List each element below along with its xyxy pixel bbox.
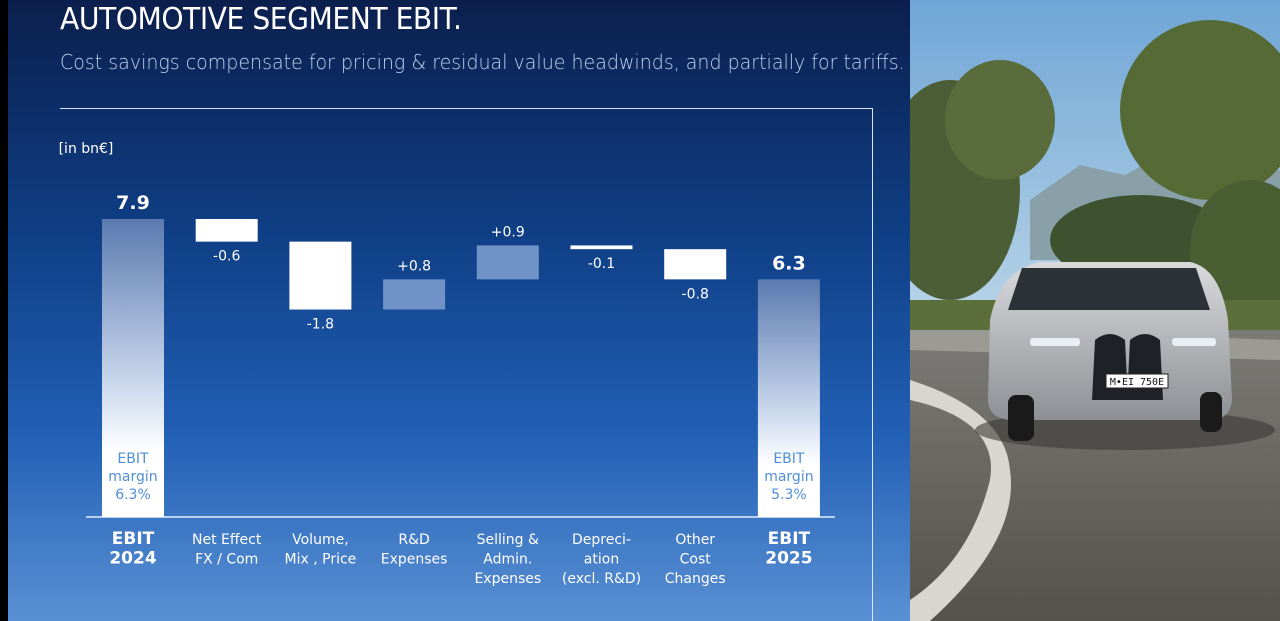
category-label-5-2: (excl. R&D)	[562, 571, 641, 587]
category-label-5-0: Depreci-	[572, 532, 631, 548]
category-label-1-1: FX / Com	[195, 552, 258, 568]
category-label-2-0: Volume,	[292, 532, 349, 548]
bar-delta-3	[383, 279, 446, 310]
data-label-6: -0.8	[682, 286, 709, 302]
category-label-2-1: Mix , Price	[285, 552, 357, 568]
category-label-3-0: R&D	[398, 532, 429, 548]
bar-delta-6	[664, 249, 727, 280]
data-label-2: -1.8	[307, 317, 334, 333]
category-label-0-1: 2024	[109, 549, 156, 569]
ebit-margin-note-7-1: margin	[764, 469, 813, 485]
category-label-4-0: Selling &	[477, 532, 539, 548]
license-plate-text: M•EI 750E	[1110, 377, 1164, 388]
bar-total-7	[757, 279, 820, 517]
slide-subtitle: Cost savings compensate for pricing & re…	[60, 50, 905, 74]
data-label-4: +0.9	[491, 224, 525, 240]
category-label-0-0: EBIT	[112, 529, 155, 549]
data-label-7: 6.3	[772, 252, 806, 274]
data-label-5: -0.1	[588, 256, 615, 272]
category-label-4-1: Admin.	[483, 552, 532, 568]
waterfall-chart: [in bn€]7.9EBITmargin6.3%EBIT2024-0.6Net…	[59, 141, 835, 587]
ebit-margin-note-7-0: EBIT	[773, 451, 805, 467]
category-label-6-2: Changes	[665, 571, 726, 587]
bar-delta-1	[195, 219, 258, 242]
slide: AUTOMOTIVE SEGMENT EBIT. Cost savings co…	[0, 0, 910, 621]
chart-frame	[60, 108, 873, 621]
data-label-1: -0.6	[213, 249, 240, 265]
category-label-5-1: ation	[584, 552, 619, 568]
slide-title: AUTOMOTIVE SEGMENT EBIT.	[60, 2, 462, 37]
category-label-3-1: Expenses	[381, 552, 448, 568]
unit-label: [in bn€]	[59, 141, 114, 157]
car-photo: M•EI 750E	[910, 0, 1280, 621]
bar-delta-5	[570, 245, 633, 250]
category-label-7-0: EBIT	[768, 529, 811, 549]
data-label-0: 7.9	[116, 192, 150, 214]
bar-delta-4	[476, 245, 539, 280]
left-edge-strip	[0, 0, 8, 621]
category-label-6-0: Other	[675, 532, 715, 548]
category-label-1-0: Net Effect	[192, 532, 262, 548]
ebit-margin-note-0-0: EBIT	[117, 451, 149, 467]
ebit-margin-note-7-2: 5.3%	[771, 487, 807, 503]
bar-total-0	[102, 219, 164, 517]
ebit-margin-note-0-2: 6.3%	[115, 487, 151, 503]
category-label-6-1: Cost	[680, 552, 712, 568]
bar-delta-2	[289, 241, 352, 310]
category-label-7-1: 2025	[765, 549, 812, 569]
data-label-3: +0.8	[397, 258, 431, 274]
category-label-4-2: Expenses	[474, 571, 541, 587]
ebit-margin-note-0-1: margin	[108, 469, 157, 485]
